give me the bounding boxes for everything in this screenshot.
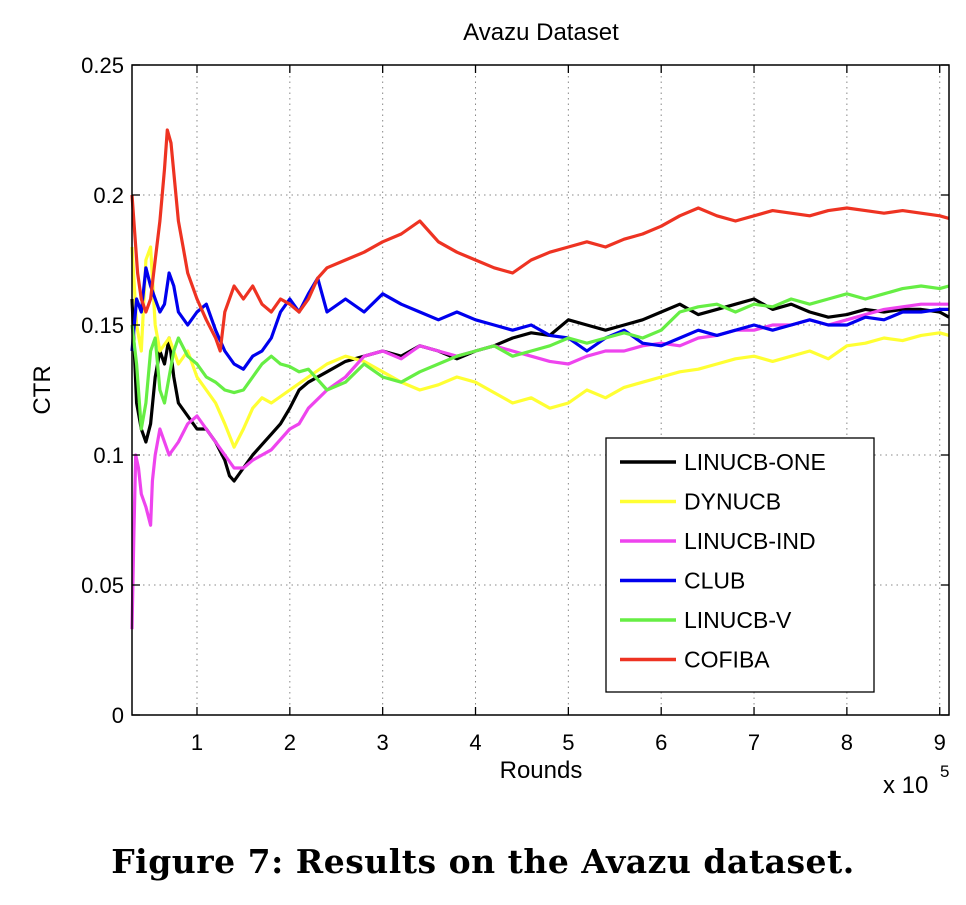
legend-label: LINUCB-ONE xyxy=(684,449,826,475)
x-tick-label: 8 xyxy=(841,730,853,755)
plot-frame xyxy=(131,64,950,716)
x-tick-label: 2 xyxy=(284,730,296,755)
y-tick-label: 0.2 xyxy=(93,183,124,208)
tick-labels: 1 2 3 4 5 6 7 8 9 0 0.05 0.1 0.15 0.2 0.25 xyxy=(81,53,946,755)
legend-item-linucb-v: LINUCB-V xyxy=(620,607,792,633)
legend-item-linucb-ind: LINUCB-IND xyxy=(620,528,816,554)
x-tick-label: 4 xyxy=(469,730,481,755)
series-line-linucb-one xyxy=(130,297,950,483)
x-tick-label: 7 xyxy=(748,730,760,755)
y-axis-label: CTR xyxy=(29,365,56,414)
legend-label: COFIBA xyxy=(684,647,770,673)
y-tick-label: 0.25 xyxy=(81,53,124,78)
axis-ticks xyxy=(132,64,949,716)
legend-item-club: CLUB xyxy=(620,568,745,594)
chart: Avazu Dataset 1 2 3 4 5 6 7 8 9 0 0.05 0.1 0.15 0.2 0.… xyxy=(29,19,950,799)
y-tick-label: 0 xyxy=(112,703,124,728)
x-axis-multiplier: x 10 5 xyxy=(883,762,949,799)
series-line-cofiba xyxy=(130,128,950,353)
chart-title: Avazu Dataset xyxy=(463,19,619,46)
y-tick-label: 0.05 xyxy=(81,573,124,598)
legend-label: DYNUCB xyxy=(684,489,781,515)
x-multiplier-exponent: 5 xyxy=(940,762,949,781)
legend-label: CLUB xyxy=(684,568,745,594)
legend-item-cofiba: COFIBA xyxy=(620,647,770,673)
x-multiplier-base: x 10 xyxy=(883,772,928,799)
legend-label: LINUCB-V xyxy=(684,607,792,633)
y-tick-label: 0.1 xyxy=(93,443,124,468)
series-line-linucb-v xyxy=(130,284,950,431)
series-line-linucb-ind xyxy=(130,302,949,630)
y-tick-label: 0.15 xyxy=(81,313,124,338)
series-lines xyxy=(130,128,950,630)
legend: LINUCB-ONE DYNUCB LINUCB-IND CLUB LINUCB-V CO… xyxy=(605,437,875,693)
x-axis-label: Rounds xyxy=(500,757,583,784)
legend-item-dynucb: DYNUCB xyxy=(620,489,781,515)
legend-box xyxy=(605,437,875,693)
series-line-dynucb xyxy=(130,245,950,449)
x-tick-label: 9 xyxy=(934,730,946,755)
x-tick-label: 3 xyxy=(377,730,389,755)
legend-label: LINUCB-IND xyxy=(684,528,816,554)
x-tick-label: 1 xyxy=(191,730,203,755)
x-tick-label: 5 xyxy=(562,730,574,755)
figure-caption: Figure 7: Results on the Avazu dataset. xyxy=(111,842,855,881)
x-tick-label: 6 xyxy=(655,730,667,755)
legend-item-linucb-one: LINUCB-ONE xyxy=(620,449,826,475)
series-line-club xyxy=(130,266,949,371)
